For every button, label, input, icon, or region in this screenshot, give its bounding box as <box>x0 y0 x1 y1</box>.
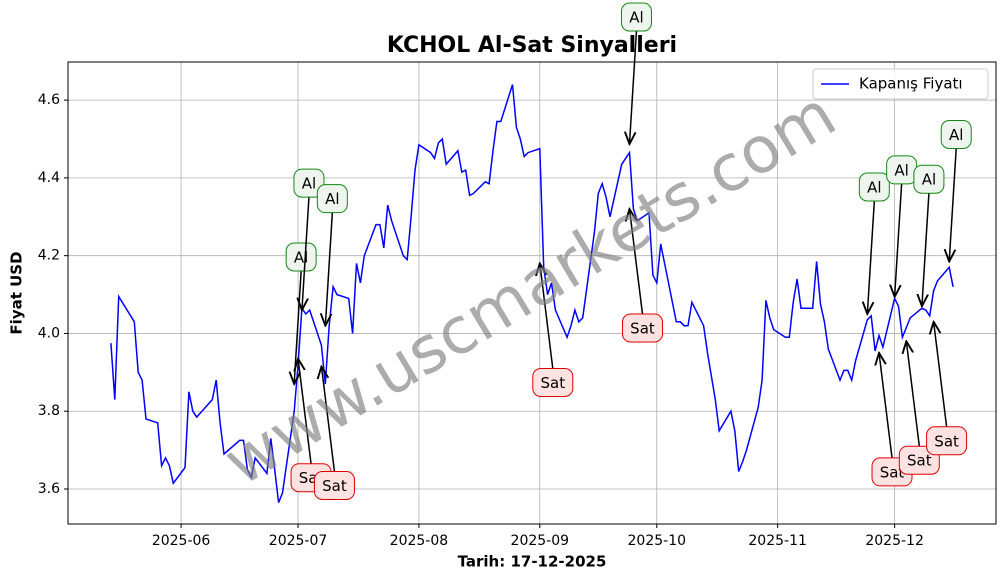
signal-label: Al <box>302 175 316 193</box>
signal-arrow <box>629 209 644 315</box>
signal-annotation: Al <box>940 120 972 262</box>
x-tick-label: 2025-11 <box>748 533 807 549</box>
x-tick-label: 2025-07 <box>269 533 328 549</box>
signal-arrow <box>321 367 336 472</box>
signal-box <box>316 184 348 214</box>
signal-arrow <box>540 263 554 369</box>
signal-box <box>858 172 890 202</box>
signal-arrow <box>302 197 310 310</box>
x-tick-label: 2025-12 <box>865 533 924 549</box>
legend-label: Kapanış Fiyatı <box>859 75 963 93</box>
signal-box <box>293 168 325 198</box>
signal-annotation: Al <box>316 184 348 326</box>
signal-box <box>285 242 317 272</box>
y-tick-label: 4.0 <box>38 325 60 341</box>
signal-annotation: Al <box>285 242 317 384</box>
signal-label: Al <box>922 171 936 189</box>
signal-label: Sat <box>630 320 655 338</box>
x-tick-label: 2025-09 <box>511 533 570 549</box>
signal-annotation: Sat <box>532 263 574 397</box>
signal-box <box>532 367 574 397</box>
y-tick-label: 4.2 <box>38 248 60 264</box>
signal-arrow <box>629 31 638 144</box>
signal-annotation: Sat <box>621 209 663 343</box>
signal-arrow <box>934 322 948 427</box>
signal-label: Sat <box>540 374 565 392</box>
signal-label: Sat <box>934 432 959 450</box>
signal-box <box>620 2 652 32</box>
signal-annotation: Al <box>620 2 652 144</box>
x-tick-label: 2025-10 <box>628 533 687 549</box>
signal-annotation: Al <box>886 155 918 297</box>
watermark: www.uscmarkets.com <box>212 78 848 501</box>
signal-box <box>913 164 945 194</box>
signal-arrow <box>867 200 876 314</box>
signal-arrow <box>895 183 903 297</box>
signal-annotation: Al <box>913 164 945 306</box>
signal-annotation: Sat <box>926 322 968 456</box>
signal-label: Sat <box>907 452 932 470</box>
y-tick-label: 4.6 <box>38 92 60 108</box>
signal-label: Al <box>949 126 963 144</box>
signal-label: Al <box>325 190 339 208</box>
plot-frame <box>67 61 997 525</box>
chart-title: KCHOL Al-Sat Sinyalleri <box>387 33 677 58</box>
signal-arrow <box>325 212 334 326</box>
y-tick-label: 4.4 <box>38 170 60 186</box>
signal-label: Al <box>867 179 881 197</box>
legend: Kapanış Fiyatı <box>812 68 989 100</box>
signal-label: Sat <box>322 477 347 495</box>
signal-label: Al <box>894 161 908 179</box>
y-tick-label: 3.8 <box>38 403 60 419</box>
signal-annotation: Sat <box>313 367 355 500</box>
signal-annotation: Al <box>293 168 325 310</box>
signal-arrow <box>922 193 930 306</box>
legend-box <box>812 68 989 100</box>
signal-arrow <box>949 148 957 262</box>
signal-box <box>940 120 972 149</box>
price-line <box>110 84 954 503</box>
signal-arrow <box>879 353 893 458</box>
y-tick-label: 3.6 <box>38 481 60 497</box>
y-axis-label: Fiyat USD <box>8 251 26 334</box>
x-tick-label: 2025-08 <box>390 533 449 549</box>
signal-label: Sat <box>880 463 905 481</box>
signal-annotation: Al <box>858 172 890 314</box>
x-axis-label: Tarih: 17-12-2025 <box>458 553 607 571</box>
signal-label: Al <box>629 9 643 27</box>
signal-box <box>313 471 355 500</box>
signal-arrow <box>298 359 312 464</box>
signal-box <box>926 426 968 456</box>
x-tick-label: 2025-06 <box>152 533 211 549</box>
signal-arrow <box>906 341 921 447</box>
signal-box <box>621 313 663 343</box>
